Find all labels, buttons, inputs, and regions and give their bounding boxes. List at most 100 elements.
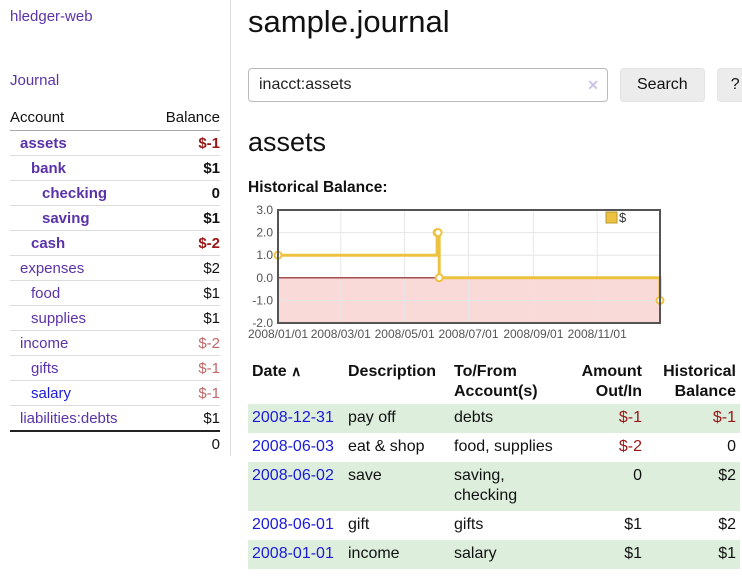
account-balance: $-1 xyxy=(149,130,220,156)
transaction-accounts: debts xyxy=(454,409,494,426)
account-link-income[interactable]: income xyxy=(20,334,69,352)
transaction-amount: $1 xyxy=(624,516,642,534)
search-input[interactable] xyxy=(248,68,608,102)
account-link-supplies[interactable]: supplies xyxy=(31,309,87,327)
search-help-button[interactable]: ? xyxy=(716,68,742,102)
account-link-cash[interactable]: cash xyxy=(31,234,66,252)
transaction-balance: $2 xyxy=(718,466,736,484)
register-row: 2008-06-02 save saving, checking 0 $2 xyxy=(248,461,740,512)
account-link-liabilities-debts[interactable]: liabilities:debts xyxy=(20,409,118,427)
account-row: income $-2 xyxy=(10,330,220,356)
transaction-description: eat & shop xyxy=(348,437,425,455)
svg-text:3.0: 3.0 xyxy=(256,204,273,217)
app-title-link[interactable]: hledger-web xyxy=(10,8,93,25)
register-row: 2008-12-31 pay off debts $-1 $-1 xyxy=(248,404,740,433)
transaction-accounts: gifts xyxy=(454,516,484,534)
account-link-food[interactable]: food xyxy=(31,284,61,302)
account-link-expenses[interactable]: expenses xyxy=(20,259,85,277)
search-input-wrap: ✕ xyxy=(248,68,608,102)
account-balance: $1 xyxy=(149,205,220,231)
account-row: supplies $1 xyxy=(10,305,220,331)
account-balance: $-1 xyxy=(149,355,220,381)
chart-heading: Historical Balance: xyxy=(248,179,388,196)
register-row: 2008-06-01 gift gifts $1 $2 xyxy=(248,511,740,540)
account-balance: $-2 xyxy=(149,230,220,256)
account-link-gifts[interactable]: gifts xyxy=(31,359,59,377)
register-col-amount: Amount Out/In xyxy=(581,363,642,400)
transaction-balance: $1 xyxy=(718,544,736,562)
transaction-date-link[interactable]: 2008-06-03 xyxy=(252,437,334,455)
page-title: sample.journal xyxy=(248,4,450,39)
register-col-description: Description xyxy=(348,363,437,380)
register-table-body: 2008-12-31 pay off debts $-1 $-1 2008-06-03 ea… xyxy=(248,404,740,569)
account-row: assets $-1 xyxy=(10,130,220,156)
account-heading: assets xyxy=(248,127,327,157)
register-row: 2008-01-01 income salary $1 $1 xyxy=(248,539,740,569)
svg-text:2008/07/01: 2008/07/01 xyxy=(438,327,498,341)
account-row: saving $1 xyxy=(10,205,220,231)
main-content: sample.journal ✕ Search ? assets Histori… xyxy=(231,0,742,569)
account-row: checking 0 xyxy=(10,180,220,206)
svg-text:0.0: 0.0 xyxy=(256,271,273,285)
accounts-total-value: 0 xyxy=(149,430,220,456)
clear-search-icon[interactable]: ✕ xyxy=(587,77,599,93)
account-balance: $-2 xyxy=(149,330,220,356)
accounts-table-body: assets $-1 bank $1 checking 0 saving $1 cash $-2 e… xyxy=(10,130,220,432)
transaction-amount: $-1 xyxy=(618,409,642,426)
register-col-date[interactable]: Date ∧ xyxy=(252,363,302,380)
transaction-date-link[interactable]: 2008-01-01 xyxy=(252,544,334,562)
account-balance: 0 xyxy=(149,180,220,206)
register-col-accounts: To/From Account(s) xyxy=(454,363,538,400)
transaction-balance: 0 xyxy=(727,437,736,455)
svg-text:2.0: 2.0 xyxy=(256,226,273,240)
account-balance: $1 xyxy=(149,280,220,306)
accounts-total-row: 0 xyxy=(10,430,220,456)
sidebar-item-journal[interactable]: Journal xyxy=(10,72,60,89)
accounts-table: Account Balance assets $-1 bank $1 checking 0… xyxy=(10,105,220,456)
accounts-col-balance: Balance xyxy=(149,105,220,131)
transaction-accounts: saving, checking xyxy=(454,466,518,505)
svg-text:2008/09/01: 2008/09/01 xyxy=(503,327,563,341)
transaction-date-link[interactable]: 2008-12-31 xyxy=(252,409,334,426)
account-link-saving[interactable]: saving xyxy=(42,209,90,227)
account-row: bank $1 xyxy=(10,155,220,181)
svg-text:2008/11/01: 2008/11/01 xyxy=(568,327,627,341)
svg-text:2008/03/01: 2008/03/01 xyxy=(311,327,371,341)
register-table: Date ∧ Description To/From Account(s) Am… xyxy=(248,360,740,569)
accounts-col-account: Account xyxy=(10,105,150,131)
transaction-description: gift xyxy=(348,516,370,534)
account-row: food $1 xyxy=(10,280,220,306)
page: hledger-web Journal Account Balance asse… xyxy=(0,0,742,569)
transaction-balance: $-1 xyxy=(712,409,736,426)
transaction-amount: 0 xyxy=(633,466,642,484)
register-row: 2008-06-03 eat & shop food, supplies $-2 0 xyxy=(248,433,740,462)
svg-text:-1.0: -1.0 xyxy=(252,293,273,307)
accounts-table-header: Account Balance xyxy=(10,105,220,131)
account-link-bank[interactable]: bank xyxy=(31,159,67,177)
transaction-balance: $2 xyxy=(718,516,736,534)
transaction-amount: $1 xyxy=(624,544,642,562)
account-row: salary $-1 xyxy=(10,380,220,406)
transaction-accounts: salary xyxy=(454,544,497,562)
search-form: ✕ Search ? xyxy=(248,68,742,102)
account-balance: $1 xyxy=(149,155,220,181)
svg-text:$: $ xyxy=(619,210,627,225)
sidebar: hledger-web Journal Account Balance asse… xyxy=(0,0,231,456)
transaction-amount: $-2 xyxy=(618,437,642,455)
account-link-salary[interactable]: salary xyxy=(31,384,72,402)
sort-asc-icon: ∧ xyxy=(291,363,302,379)
transaction-description: income xyxy=(348,544,400,562)
svg-text:2008/01/01: 2008/01/01 xyxy=(248,327,308,341)
transaction-description: pay off xyxy=(348,409,396,426)
transaction-date-link[interactable]: 2008-06-02 xyxy=(252,466,334,484)
account-link-checking[interactable]: checking xyxy=(42,184,108,202)
account-row: gifts $-1 xyxy=(10,355,220,381)
account-row: expenses $2 xyxy=(10,255,220,281)
search-button[interactable]: Search xyxy=(620,68,705,102)
transaction-accounts: food, supplies xyxy=(454,437,553,455)
svg-text:-2.0: -2.0 xyxy=(252,316,273,330)
register-header-row: Date ∧ Description To/From Account(s) Am… xyxy=(248,360,740,404)
account-link-assets[interactable]: assets xyxy=(20,134,67,152)
transaction-date-link[interactable]: 2008-06-01 xyxy=(252,516,334,534)
